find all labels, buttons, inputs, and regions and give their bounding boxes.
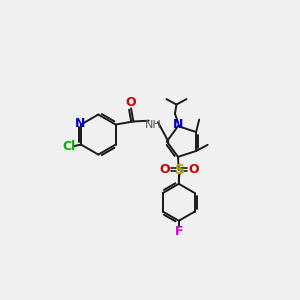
Text: F: F [175,225,183,238]
Text: O: O [125,96,136,109]
Text: NH: NH [145,119,162,130]
Text: O: O [188,163,199,176]
Text: O: O [160,163,170,176]
Text: Cl: Cl [62,140,75,153]
Text: S: S [175,163,184,177]
Text: N: N [75,117,86,130]
Text: N: N [173,118,183,131]
